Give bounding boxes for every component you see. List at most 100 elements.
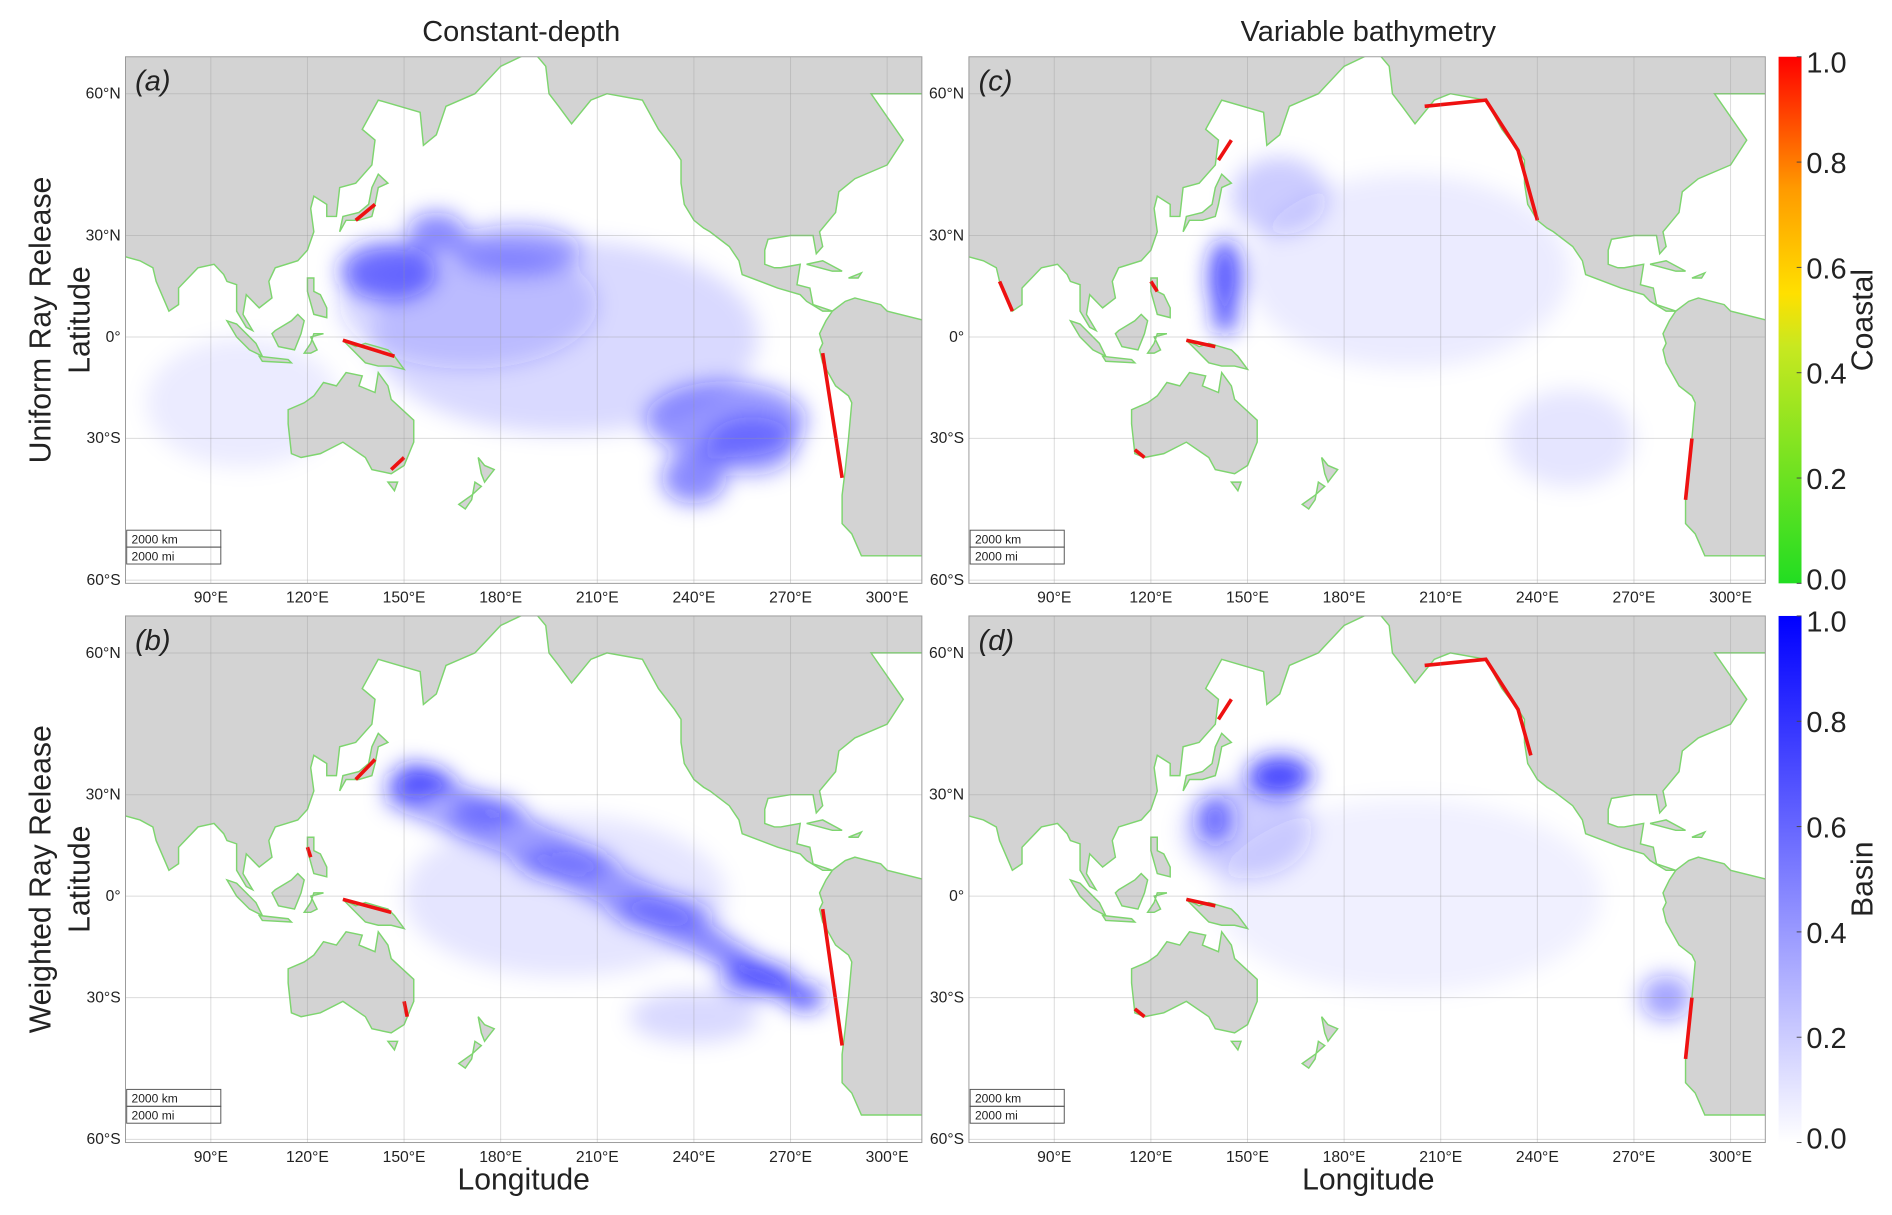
y-tick-label: 60°N xyxy=(929,86,964,103)
land xyxy=(1649,819,1686,832)
scale-mi: 2000 mi xyxy=(975,1109,1018,1123)
land xyxy=(1101,914,1137,923)
land xyxy=(287,370,415,475)
coastal-hazard xyxy=(354,202,377,222)
coastal-hazard xyxy=(1149,280,1159,293)
land xyxy=(257,355,294,364)
land xyxy=(287,929,415,1034)
x-tick-label: 210°E xyxy=(576,1149,619,1166)
colorbar-tick-label: 0.4 xyxy=(1806,359,1846,391)
frame xyxy=(968,615,1766,1144)
colorbar-tick-label: 0.0 xyxy=(1806,1124,1846,1156)
coastal-hazard xyxy=(1185,897,1216,908)
x-tick-label: 150°E xyxy=(383,1149,426,1166)
coastal-hazard xyxy=(354,758,377,781)
density-band xyxy=(384,786,795,998)
x-tick-label: 240°E xyxy=(672,1149,715,1166)
panel-label: (b) xyxy=(135,625,170,657)
x-tick-label: 90°E xyxy=(194,590,228,607)
x-tick-label: 240°E xyxy=(672,590,715,607)
x-tick-label: 180°E xyxy=(1323,1149,1366,1166)
x-tick-label: 270°E xyxy=(769,1149,812,1166)
x-tick-label: 270°E xyxy=(1613,1149,1656,1166)
coastal-hazard xyxy=(1133,448,1146,459)
y-tick-label: 0° xyxy=(949,888,964,905)
land xyxy=(302,892,324,914)
y-tick-label: 0° xyxy=(949,329,964,346)
land xyxy=(1691,830,1707,838)
density-blob xyxy=(1247,174,1570,368)
coastal-hazard xyxy=(342,338,395,359)
coastal-hazard xyxy=(1216,698,1233,721)
density-blob xyxy=(706,416,797,475)
panel-label: (c) xyxy=(979,66,1013,98)
y-tick-label: 30°S xyxy=(930,430,964,447)
scale-bar xyxy=(126,1105,222,1124)
land xyxy=(302,332,324,354)
density-blob xyxy=(1640,975,1692,1021)
scale-km: 2000 km xyxy=(975,1092,1021,1106)
land xyxy=(386,1040,399,1052)
x-tick-label: 120°E xyxy=(286,590,329,607)
y-tick-label: 60°N xyxy=(86,86,121,103)
land xyxy=(1300,1040,1326,1070)
scale-km: 2000 km xyxy=(132,532,178,546)
frame xyxy=(968,56,1766,584)
y-tick-label: 60°N xyxy=(929,645,964,662)
colorbar-tick-label: 1.0 xyxy=(1806,47,1846,79)
map-panel xyxy=(125,56,922,584)
coastal-hazard xyxy=(342,897,392,915)
y-tick-label: 60°N xyxy=(86,645,121,662)
coastal-hazard xyxy=(1216,139,1233,162)
column-title: Constant-depth xyxy=(422,16,620,48)
x-tick-label: 240°E xyxy=(1516,1149,1559,1166)
land xyxy=(257,914,294,923)
land xyxy=(1114,872,1149,910)
coastal-hazard xyxy=(389,456,406,471)
scale-km: 2000 km xyxy=(132,1092,178,1106)
scale-bar xyxy=(969,1105,1065,1124)
land xyxy=(1649,259,1686,272)
colorbar-tick-label: 0.2 xyxy=(1806,464,1846,496)
y-tick-label: 30°S xyxy=(86,430,120,447)
land xyxy=(306,836,328,878)
colorbar-tick-label: 0.0 xyxy=(1806,564,1846,596)
y-axis-label: Latitude xyxy=(63,266,96,373)
x-tick-label: 150°E xyxy=(1226,1149,1269,1166)
land xyxy=(1691,271,1707,279)
density-blob xyxy=(1212,307,1238,334)
y-tick-label: 30°N xyxy=(929,227,964,244)
land xyxy=(457,480,483,510)
coastal-hazard xyxy=(305,846,313,858)
land xyxy=(818,297,922,557)
x-tick-label: 270°E xyxy=(1613,590,1656,607)
x-tick-label: 300°E xyxy=(1709,590,1752,607)
coastal-hazard xyxy=(1424,657,1533,756)
panel-label: (d) xyxy=(979,625,1014,657)
y-tick-label: 60°S xyxy=(930,1131,964,1148)
land xyxy=(1146,332,1168,354)
land xyxy=(1300,480,1326,510)
land xyxy=(1101,355,1137,364)
land xyxy=(1150,836,1171,878)
land xyxy=(306,277,328,319)
row-title: Uniform Ray Release xyxy=(25,177,58,464)
coastal-hazard xyxy=(1683,438,1694,500)
density xyxy=(1208,157,1634,487)
density-blob xyxy=(1208,239,1242,317)
x-tick-label: 210°E xyxy=(1419,590,1462,607)
land xyxy=(536,615,922,872)
y-tick-label: 30°N xyxy=(929,787,964,804)
land xyxy=(806,819,843,832)
density-blob xyxy=(339,240,598,370)
scale-mi: 2000 mi xyxy=(132,549,175,563)
x-tick-label: 150°E xyxy=(383,590,426,607)
land xyxy=(1114,313,1149,351)
x-tick-label: 120°E xyxy=(1129,1149,1172,1166)
land xyxy=(338,172,390,233)
x-tick-label: 180°E xyxy=(479,590,522,607)
frame xyxy=(125,615,923,1144)
y-tick-label: 60°S xyxy=(930,572,964,589)
density-blob xyxy=(404,815,727,977)
